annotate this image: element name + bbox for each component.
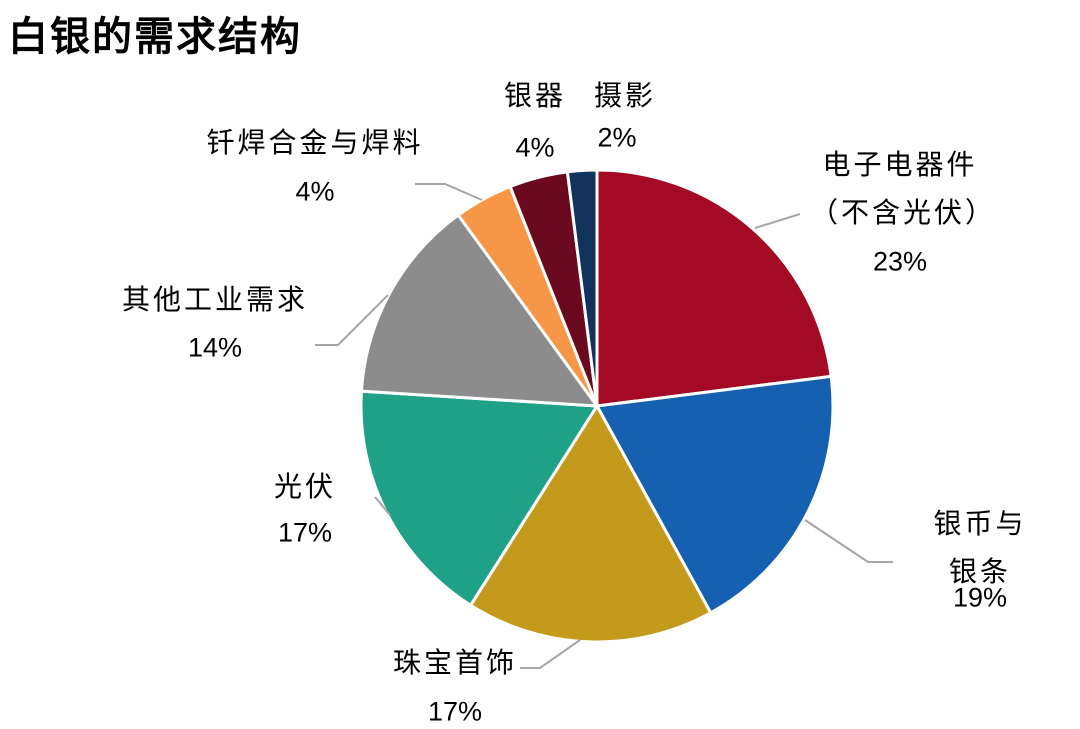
category-label: 摄影 [593,79,657,112]
value-label: 4% [515,132,555,163]
leader-line [374,496,391,516]
value-label: 14% [187,332,243,363]
category-label: 银币与银条 [933,507,1027,588]
leader-line [315,294,389,346]
pie-slice [565,168,599,407]
leader-line [804,519,893,563]
category-label: 钎焊合金与焊料 [206,126,424,159]
pie-slice [468,403,713,644]
value-label: 23% [872,246,928,277]
category-label: 银器 [503,79,567,112]
value-label: 19% [952,582,1008,613]
leader-line [520,639,581,669]
category-label: 珠宝首饰 [392,646,518,679]
value-label: 17% [427,696,483,727]
category-label: 其他工业需求 [121,283,309,316]
pie-slice [359,389,600,608]
pie-slice [595,168,833,408]
pie-slice [594,374,835,615]
value-label: 4% [295,176,335,207]
pie-slice [359,212,601,408]
leader-line [754,213,801,229]
chart-title: 白银的需求结构 [8,14,302,60]
value-label: 17% [277,517,333,548]
leader-line [415,183,483,201]
value-label: 2% [597,122,637,153]
category-label: 光伏 [273,470,337,503]
category-label: 电子电器件 （不含光伏） [810,148,997,229]
